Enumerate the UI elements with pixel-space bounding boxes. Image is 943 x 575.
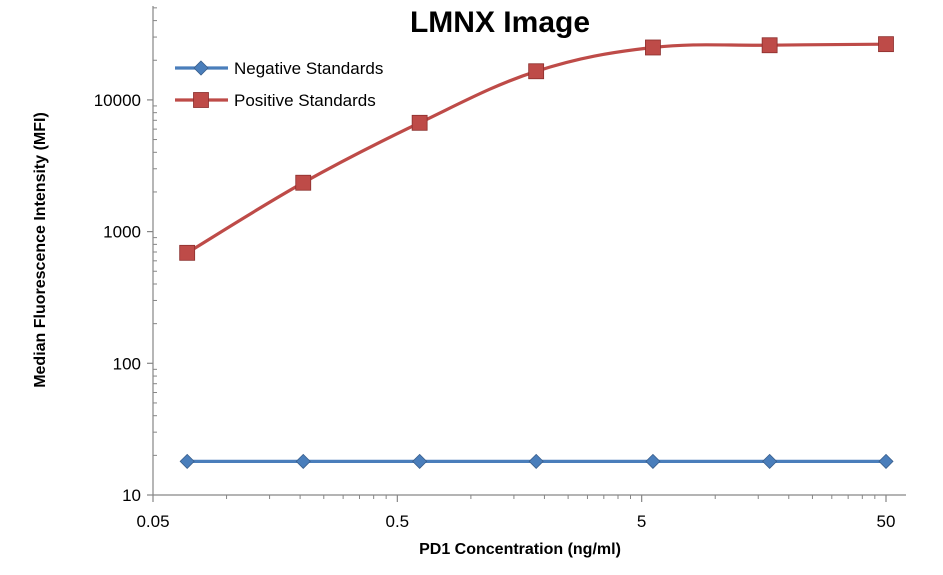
legend-marker (193, 92, 209, 108)
x-tick-label: 0.05 (136, 512, 169, 531)
y-tick-label: 100 (113, 354, 141, 373)
data-point (645, 453, 661, 469)
y-tick-label: 1000 (103, 223, 141, 242)
data-point (762, 453, 778, 469)
data-point (878, 453, 894, 469)
series-positive (179, 36, 894, 261)
legend-marker (193, 60, 209, 76)
legend-label: Positive Standards (234, 91, 376, 110)
x-tick-label: 50 (877, 512, 896, 531)
x-tick-label: 5 (637, 512, 646, 531)
y-tick-label: 10 (122, 486, 141, 505)
data-point (295, 453, 311, 469)
data-point (528, 63, 545, 80)
legend: Negative Standards Positive Standards (175, 59, 383, 110)
legend-label: Negative Standards (234, 59, 383, 78)
data-point (295, 174, 312, 191)
chart-title: LMNX Image (410, 6, 590, 39)
data-point (412, 453, 428, 469)
data-point (645, 39, 661, 56)
data-point (179, 244, 196, 261)
x-axis-title: PD1 Concentration (ng/ml) (419, 541, 621, 558)
y-tick-label: 10000 (94, 91, 141, 110)
data-point (528, 453, 544, 469)
data-point (411, 114, 428, 131)
axes: 10 100 1000 10000 0.05 0.5 5 50 (94, 6, 906, 531)
data-point (179, 453, 195, 469)
y-axis-title: Median Fluorescence Intensity (MFI) (32, 112, 49, 388)
series-negative (179, 453, 894, 469)
data-point (761, 37, 778, 54)
data-point (878, 36, 894, 53)
x-tick-label: 0.5 (386, 512, 410, 531)
series-layer (179, 36, 894, 469)
